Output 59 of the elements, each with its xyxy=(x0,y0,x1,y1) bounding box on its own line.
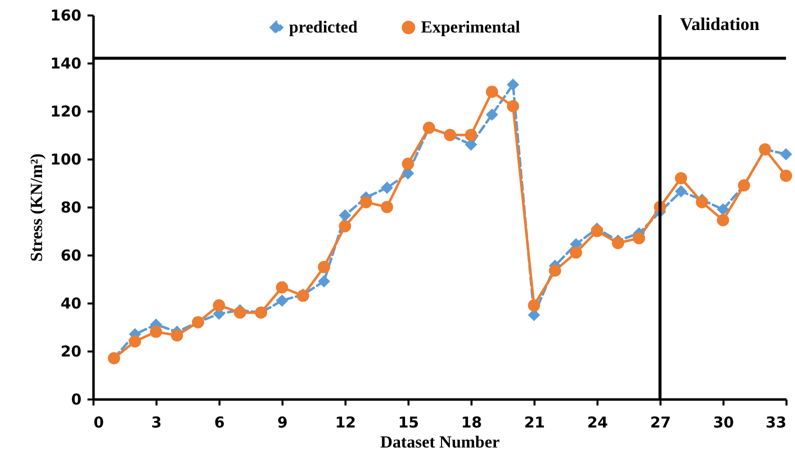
point xyxy=(506,100,520,112)
point xyxy=(696,196,708,208)
point xyxy=(590,224,604,238)
x-tick-label: 15 xyxy=(398,414,419,432)
y-tick-label: 140 xyxy=(50,54,82,72)
x-tick-label: 12 xyxy=(335,414,356,432)
point xyxy=(464,128,478,142)
y-tick-label: 160 xyxy=(50,6,82,24)
point xyxy=(380,182,394,194)
point xyxy=(212,299,226,312)
y-axis-title: Stress (KN/m²) xyxy=(27,153,46,262)
legend-label: Experimental xyxy=(421,18,520,37)
point xyxy=(528,299,540,312)
x-tick-label: 18 xyxy=(461,414,482,432)
ref-line-label: Validation xyxy=(680,14,760,34)
x-tick-label: 9 xyxy=(277,414,288,432)
point xyxy=(360,196,372,208)
point xyxy=(570,246,582,259)
y-tick-label: 120 xyxy=(50,102,82,120)
point xyxy=(780,148,792,160)
point xyxy=(234,306,246,319)
point xyxy=(548,264,562,277)
x-tick-label: 3 xyxy=(151,414,162,432)
point xyxy=(402,158,414,170)
x-tick-label: 6 xyxy=(214,414,225,432)
point xyxy=(716,203,730,216)
x-tick-label: 0 xyxy=(94,414,104,432)
point xyxy=(716,214,730,226)
x-axis-title: Dataset Number xyxy=(380,432,500,452)
point xyxy=(150,326,162,338)
legend-label: predicted xyxy=(289,18,358,37)
y-tick-label: 20 xyxy=(60,342,82,360)
point xyxy=(674,185,688,198)
point xyxy=(486,86,498,98)
point xyxy=(338,220,352,232)
point xyxy=(318,275,330,288)
y-tick-label: 100 xyxy=(50,150,82,168)
point xyxy=(632,232,646,244)
point xyxy=(506,78,520,91)
point xyxy=(128,335,142,348)
x-tick-label: 24 xyxy=(587,414,608,432)
y-tick-label: 40 xyxy=(60,294,82,312)
x-tick-label: 30 xyxy=(713,414,734,432)
point xyxy=(674,172,688,184)
point xyxy=(780,170,792,182)
x-tick-label: 33 xyxy=(766,414,786,432)
point xyxy=(612,236,624,250)
y-tick-label: 60 xyxy=(60,246,82,264)
point xyxy=(170,329,184,342)
point xyxy=(276,281,288,294)
x-tick-label: 21 xyxy=(524,414,545,432)
point xyxy=(380,200,394,214)
point xyxy=(318,260,330,274)
x-tick-label: 27 xyxy=(650,414,671,432)
y-tick-label: 80 xyxy=(60,198,82,216)
point xyxy=(338,209,352,222)
point xyxy=(486,108,498,121)
y-tick-label: 0 xyxy=(71,390,82,408)
point xyxy=(276,294,288,307)
